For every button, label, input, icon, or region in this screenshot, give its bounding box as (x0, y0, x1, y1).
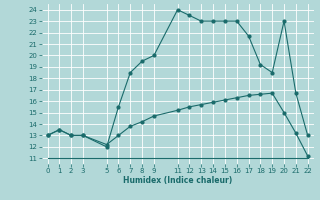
X-axis label: Humidex (Indice chaleur): Humidex (Indice chaleur) (123, 176, 232, 185)
